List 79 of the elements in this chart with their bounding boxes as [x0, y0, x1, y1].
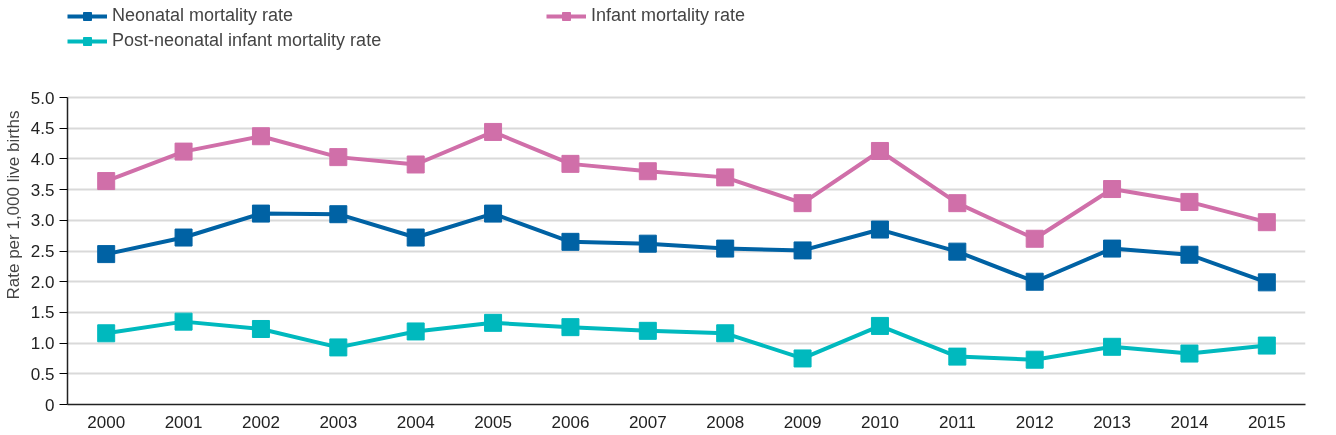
point — [870, 220, 889, 239]
point — [948, 242, 967, 261]
point — [329, 205, 348, 224]
point — [251, 127, 270, 146]
x-tick-label: 2002 — [242, 412, 280, 432]
point — [97, 324, 116, 343]
x-tick-label: 2004 — [396, 412, 435, 432]
y-tick-label: 1.0 — [30, 334, 55, 354]
point — [1257, 213, 1276, 232]
point — [406, 322, 425, 341]
point — [561, 154, 580, 173]
point — [870, 141, 889, 160]
point — [484, 122, 503, 141]
point — [329, 148, 348, 167]
x-tick-label: 2007 — [628, 412, 667, 432]
point — [638, 162, 657, 181]
y-tick-label: 0.5 — [30, 364, 55, 384]
x-tick-label: 2008 — [706, 412, 745, 432]
point — [174, 312, 193, 331]
point — [716, 239, 735, 258]
point — [561, 232, 580, 251]
x-tick-label: 2011 — [939, 412, 976, 432]
y-tick-label: 2.5 — [30, 242, 55, 262]
y-tick-label: 1.5 — [30, 303, 55, 323]
point — [793, 241, 812, 260]
point — [406, 228, 425, 247]
point — [174, 142, 193, 161]
point — [1025, 350, 1044, 369]
legend-label: Post-neonatal infant mortality rate — [112, 30, 383, 51]
y-tick-label: 2.0 — [30, 272, 55, 292]
point — [97, 172, 116, 191]
x-tick-label: 2003 — [319, 412, 358, 432]
point — [1180, 344, 1199, 363]
y-tick-label: 4.5 — [30, 119, 55, 139]
point — [406, 155, 425, 174]
x-tick-label: 2010 — [861, 412, 899, 432]
point — [1025, 229, 1044, 248]
x-tick-label: 2013 — [1093, 412, 1131, 432]
point — [1180, 192, 1199, 211]
legend-label: Neonatal mortality rate — [112, 5, 295, 26]
point — [97, 245, 116, 264]
point — [638, 321, 657, 340]
point — [1103, 180, 1122, 199]
point — [716, 324, 735, 343]
x-tick-label: 2012 — [1015, 412, 1054, 432]
x-tick-label: 2001 — [164, 412, 203, 432]
point — [484, 204, 503, 223]
point — [251, 204, 270, 223]
x-tick-label: 2006 — [551, 412, 590, 432]
point — [1103, 239, 1122, 258]
y-tick-label: 5.0 — [30, 88, 55, 108]
x-tick-label: 2005 — [474, 412, 512, 432]
point — [484, 313, 503, 332]
x-tick-label: 2009 — [783, 412, 822, 432]
point — [329, 338, 348, 357]
point — [1025, 272, 1044, 291]
point — [1257, 336, 1276, 355]
point — [793, 349, 812, 368]
point — [793, 194, 812, 213]
legend-label: Infant mortality rate — [591, 5, 747, 26]
x-tick-label: 2000 — [87, 412, 126, 432]
x-tick-label: 2015 — [1247, 412, 1286, 432]
point — [1103, 337, 1122, 356]
y-tick-label: 3.0 — [30, 211, 55, 231]
y-tick-label: 0 — [45, 395, 55, 415]
point — [716, 168, 735, 187]
point — [1257, 273, 1276, 292]
point — [870, 316, 889, 335]
point — [948, 347, 967, 366]
point — [948, 194, 967, 213]
point — [638, 234, 657, 253]
point — [561, 318, 580, 337]
y-tick-label: 4.0 — [30, 149, 55, 169]
point — [174, 228, 193, 247]
x-tick-label: 2014 — [1170, 412, 1209, 432]
y-tick-label: 3.5 — [30, 180, 55, 200]
point — [251, 320, 270, 338]
y-axis-title: Rate per 1,000 live births — [3, 110, 23, 300]
point — [1180, 245, 1199, 264]
